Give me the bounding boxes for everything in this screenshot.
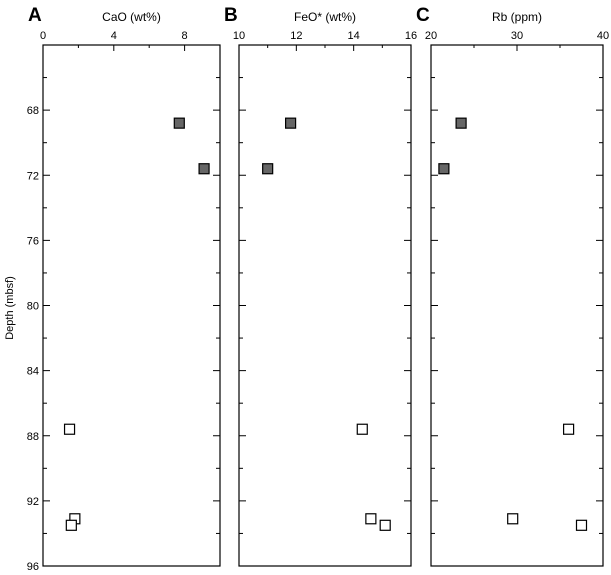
panel-frame bbox=[238, 44, 412, 567]
data-point bbox=[455, 117, 467, 129]
y-tick-label: 92 bbox=[27, 496, 39, 508]
y-tick-label: 88 bbox=[27, 431, 39, 443]
x-tick-label: 16 bbox=[405, 30, 417, 42]
y-tick-label: 76 bbox=[27, 235, 39, 247]
panel-b: B FeO* (wt%) 10 12 14 16 bbox=[224, 5, 417, 567]
data-point bbox=[365, 513, 377, 525]
y-tick-label: 80 bbox=[27, 301, 39, 313]
panel-title: FeO* (wt%) bbox=[294, 10, 356, 24]
y-tick-label: 96 bbox=[27, 561, 39, 573]
panel-a: A CaO (wt%) 0 4 8 68 72 76 80 84 88 92 96 bbox=[27, 5, 221, 573]
data-point bbox=[65, 519, 77, 531]
panels: A CaO (wt%) 0 4 8 68 72 76 80 84 88 92 96 B FeO* (wt%)… bbox=[27, 5, 609, 573]
panel-title: Rb (ppm) bbox=[492, 10, 542, 24]
x-tick-label: 10 bbox=[233, 30, 245, 42]
y-axis-label: Depth (mbsf) bbox=[4, 276, 16, 340]
panel-frame bbox=[42, 44, 221, 567]
x-tick-label: 4 bbox=[111, 30, 117, 42]
data-point bbox=[173, 117, 185, 129]
panel-letter: B bbox=[224, 5, 238, 26]
x-tick-label: 0 bbox=[40, 30, 46, 42]
data-point bbox=[356, 423, 368, 435]
data-point bbox=[438, 163, 450, 175]
y-tick-label: 68 bbox=[27, 105, 39, 117]
panel-c: C Rb (ppm) 20 30 40 bbox=[416, 5, 609, 567]
data-point bbox=[285, 117, 297, 129]
data-point bbox=[562, 423, 575, 435]
x-tick-label: 8 bbox=[182, 30, 188, 42]
panel-letter: A bbox=[28, 5, 42, 26]
data-point bbox=[262, 163, 274, 175]
y-tick-label: 72 bbox=[27, 170, 39, 182]
data-point bbox=[575, 519, 588, 531]
data-point bbox=[198, 163, 210, 175]
x-tick-label: 14 bbox=[348, 30, 360, 42]
data-point bbox=[63, 423, 76, 435]
x-tick-label: 12 bbox=[290, 30, 302, 42]
panel-letter: C bbox=[416, 5, 430, 26]
x-tick-label: 40 bbox=[597, 30, 609, 42]
x-tick-label: 30 bbox=[511, 30, 523, 42]
x-tick-label: 20 bbox=[425, 30, 437, 42]
data-point bbox=[507, 513, 519, 525]
data-point bbox=[379, 519, 391, 531]
y-tick-label: 84 bbox=[27, 366, 39, 378]
panel-title: CaO (wt%) bbox=[102, 10, 161, 24]
